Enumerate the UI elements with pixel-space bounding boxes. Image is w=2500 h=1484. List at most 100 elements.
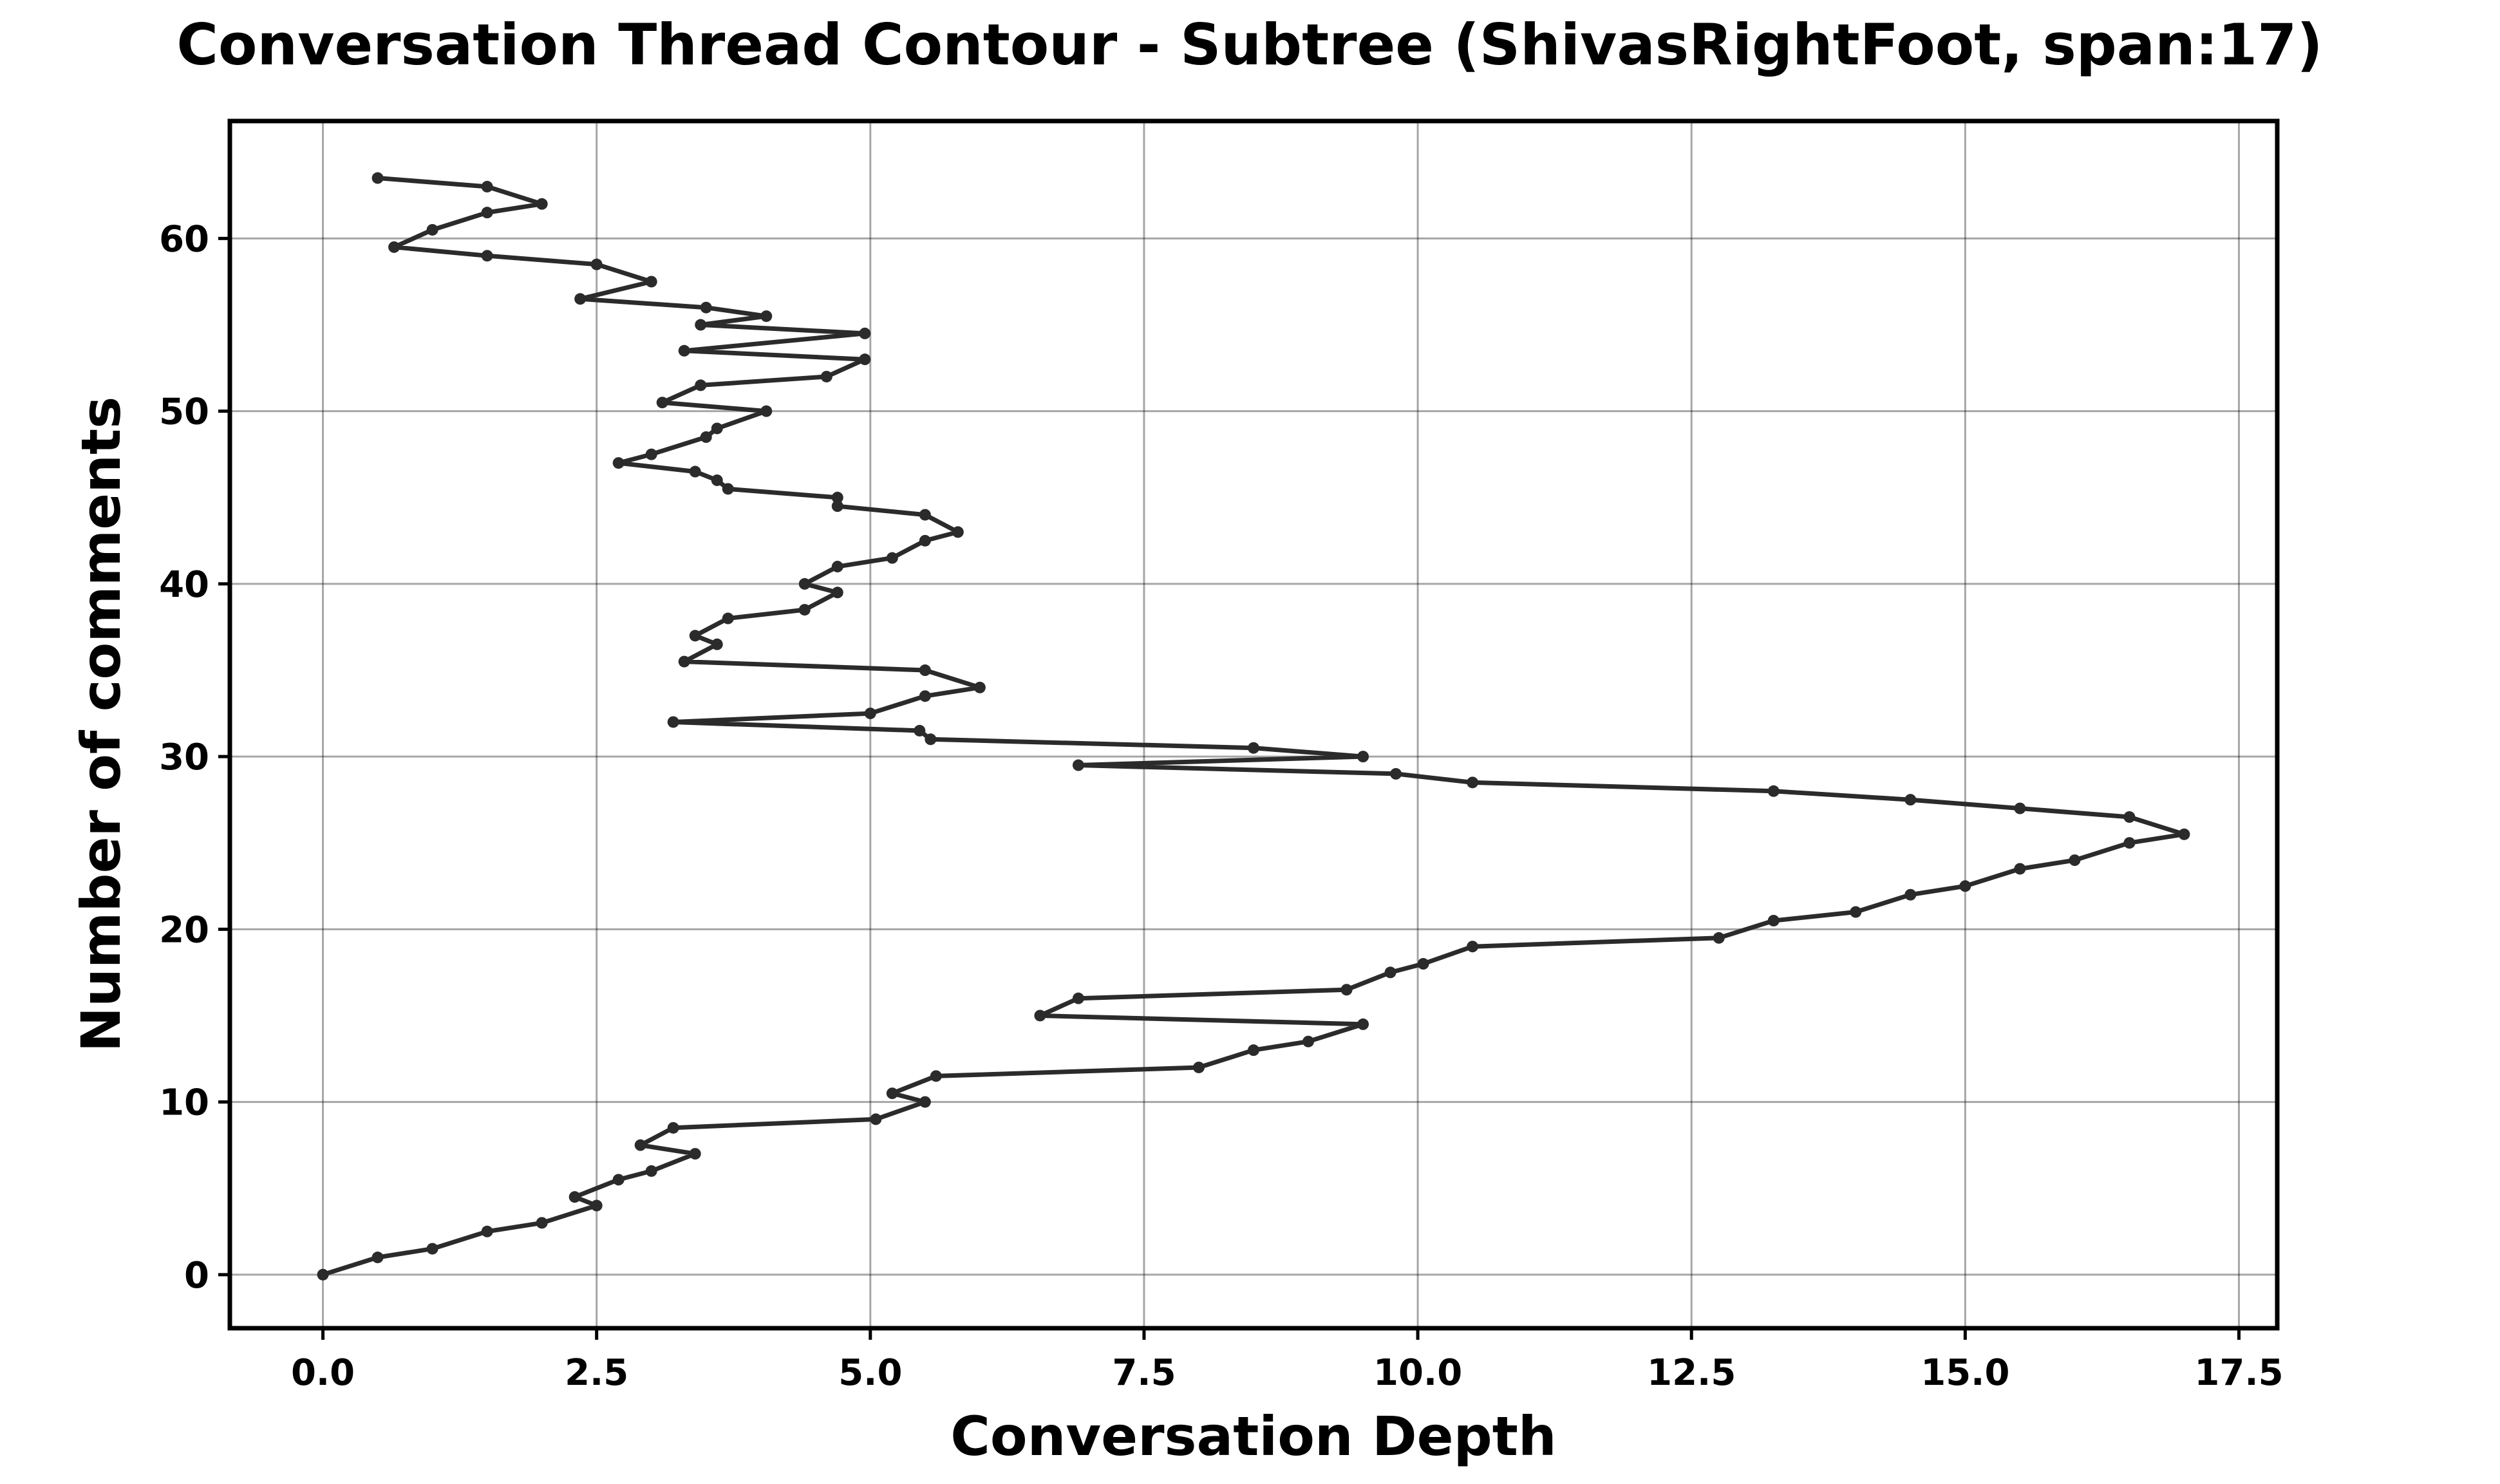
x-tick-label: 15.0 [1921,1352,2009,1394]
y-axis-label: Number of comments [70,397,133,1052]
data-point [481,250,493,262]
x-tick-label: 7.5 [1112,1352,1176,1394]
data-point [536,198,548,210]
data-point [2069,854,2081,867]
data-point [1904,794,1917,806]
data-point [317,1268,329,1281]
data-point [1384,966,1396,979]
x-tick-label: 17.5 [2194,1352,2283,1394]
data-point [914,724,926,737]
data-point [481,207,493,219]
data-point [1302,1035,1315,1047]
x-tick-label: 0.0 [291,1352,355,1394]
data-point [667,716,679,728]
data-point [886,552,898,564]
data-point [798,578,811,590]
data-point [1904,888,1917,901]
data-point [930,1070,942,1082]
data-point [612,1174,625,1186]
data-point [689,630,701,642]
data-point [1767,914,1780,926]
data-point [886,1087,898,1100]
data-point [798,604,811,616]
data-point [711,422,723,435]
data-point [689,465,701,478]
data-point [952,526,964,538]
chart-title: Conversation Thread Contour - Subtree (S… [176,12,2322,78]
x-tick-label: 12.5 [1647,1352,1736,1394]
data-point [1248,1044,1259,1057]
data-point [1959,880,1971,892]
data-point [1192,1061,1205,1073]
data-point [1072,759,1084,771]
series-line [321,176,2186,1277]
data-point [574,293,587,305]
data-point [1767,785,1780,797]
data-point [1340,984,1353,996]
data-point [1357,751,1369,763]
x-tick-label: 10.0 [1373,1352,1462,1394]
data-point [371,1252,384,1264]
data-point [695,319,707,331]
data-point [481,1225,493,1237]
data-point [700,431,712,443]
x-tick-label: 5.0 [838,1352,902,1394]
data-point [1034,1010,1046,1022]
data-point [1072,992,1084,1004]
data-point [831,561,843,573]
y-tick-label: 0 [184,1255,209,1297]
y-tick-label: 30 [159,737,209,778]
data-point [919,534,931,547]
y-tick-label: 40 [159,564,209,606]
data-point [1713,932,1725,944]
data-point [919,509,931,521]
data-point [645,448,657,460]
y-tick-label: 50 [159,391,209,433]
data-point [1357,1018,1369,1030]
data-point [722,483,734,495]
data-point [612,457,625,469]
data-point [678,655,690,668]
data-point [695,379,707,391]
y-tick-label: 20 [159,909,209,951]
data-point [859,353,871,366]
y-tick-label: 60 [159,218,209,260]
data-point [919,1096,931,1108]
data-point [864,708,876,720]
plot-frame [227,118,2280,1331]
x-tick-label: 2.5 [565,1352,628,1394]
data-point [388,241,400,253]
data-point [481,180,493,193]
data-point [590,258,603,270]
data-point [722,612,734,625]
data-point [569,1191,581,1203]
grid-layer [230,121,2277,1328]
data-point [1467,776,1479,789]
data-point [700,301,712,314]
data-point [831,500,843,512]
data-point [820,370,832,382]
data-point [760,310,773,323]
data-point [711,474,723,486]
data-point [645,276,657,288]
data-point [634,1139,646,1151]
data-point [2123,811,2136,823]
data-point [919,690,931,702]
data-point [2178,828,2190,840]
data-point [1248,742,1259,754]
data-point [2123,837,2136,849]
data-point [973,681,986,693]
data-point [919,664,931,677]
x-axis-label: Conversation Depth [950,1405,1556,1468]
data-point [1417,958,1429,970]
data-point [760,405,773,417]
data-point [2014,802,2026,814]
data-point [1850,906,1862,918]
data-point [656,397,668,409]
data-point [859,327,871,339]
data-point [426,223,438,236]
data-point [831,587,843,599]
data-point [426,1243,438,1255]
data-point [371,172,384,184]
